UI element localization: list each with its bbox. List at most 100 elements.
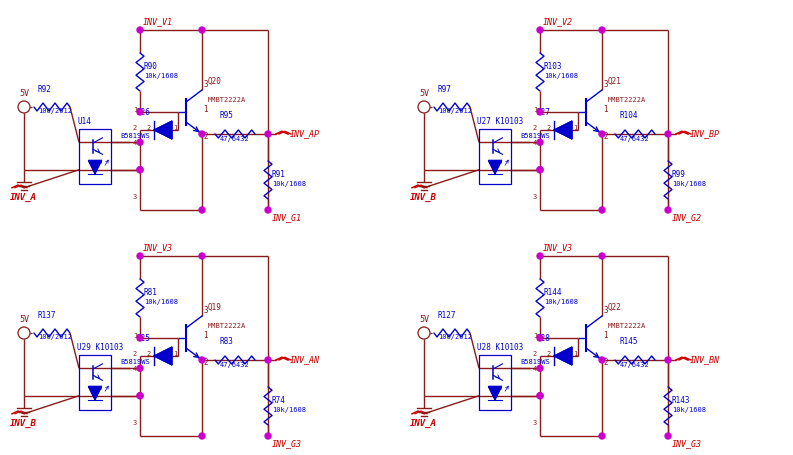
Circle shape	[199, 27, 205, 33]
Text: 2: 2	[533, 351, 537, 357]
Circle shape	[199, 433, 205, 439]
Text: INV_G3: INV_G3	[272, 439, 302, 448]
Text: INV_B: INV_B	[410, 193, 437, 202]
Text: INV_G3: INV_G3	[672, 439, 702, 448]
Text: 100/2012: 100/2012	[438, 334, 472, 340]
Text: B5819WS: B5819WS	[121, 133, 150, 139]
Text: U29 K10103: U29 K10103	[77, 344, 123, 353]
Text: 3: 3	[533, 194, 537, 200]
Text: B5819WS: B5819WS	[520, 359, 550, 365]
Circle shape	[665, 207, 671, 213]
Text: 10k/1608: 10k/1608	[544, 299, 578, 305]
Text: D26: D26	[136, 108, 150, 117]
Circle shape	[137, 139, 143, 145]
Text: 4: 4	[132, 366, 137, 372]
Text: R143: R143	[672, 396, 691, 405]
Circle shape	[137, 335, 143, 341]
Text: 10k/1608: 10k/1608	[144, 73, 178, 79]
Text: 5V: 5V	[19, 89, 29, 98]
Circle shape	[265, 131, 271, 137]
Polygon shape	[154, 347, 172, 365]
Circle shape	[599, 253, 605, 259]
Text: INV_G2: INV_G2	[672, 213, 702, 222]
Circle shape	[537, 167, 543, 173]
Text: R74: R74	[272, 396, 285, 405]
Text: D27: D27	[536, 108, 550, 117]
Text: INV_V3: INV_V3	[143, 243, 173, 252]
Text: 47/6432: 47/6432	[620, 136, 649, 142]
Text: 2: 2	[132, 351, 137, 357]
Circle shape	[199, 131, 205, 137]
Text: R104: R104	[620, 111, 638, 120]
Text: B5819WS: B5819WS	[121, 359, 150, 365]
Text: 2: 2	[203, 358, 208, 367]
Text: 2: 2	[147, 351, 151, 357]
Circle shape	[137, 109, 143, 115]
Text: R97: R97	[438, 85, 452, 94]
Text: R92: R92	[38, 85, 52, 94]
Text: 4: 4	[533, 140, 537, 146]
Text: R144: R144	[544, 288, 562, 297]
Text: 10k/1608: 10k/1608	[144, 299, 178, 305]
Circle shape	[599, 207, 605, 213]
Text: MMBT2222A: MMBT2222A	[208, 97, 247, 103]
Circle shape	[537, 393, 543, 399]
Text: R81: R81	[144, 288, 158, 297]
Text: 3: 3	[603, 80, 607, 89]
Polygon shape	[554, 347, 572, 365]
Text: 10k/1608: 10k/1608	[672, 181, 706, 187]
Polygon shape	[554, 121, 572, 139]
Text: MMBT2222A: MMBT2222A	[208, 323, 247, 329]
Text: Q22: Q22	[608, 303, 622, 312]
Circle shape	[599, 131, 605, 137]
Circle shape	[537, 393, 543, 399]
Circle shape	[137, 167, 143, 173]
Text: R145: R145	[620, 337, 638, 346]
Text: INV_A: INV_A	[410, 419, 437, 428]
Text: 1: 1	[203, 106, 208, 115]
Text: 47/6432: 47/6432	[220, 136, 250, 142]
Text: 3: 3	[203, 306, 208, 315]
Text: 2: 2	[203, 132, 208, 141]
Text: D28: D28	[536, 334, 550, 343]
Text: 1: 1	[132, 107, 137, 113]
Circle shape	[199, 253, 205, 259]
Circle shape	[537, 253, 543, 259]
Text: 3: 3	[203, 80, 208, 89]
Text: R95: R95	[220, 111, 234, 120]
Text: R137: R137	[38, 311, 56, 320]
Circle shape	[265, 207, 271, 213]
Text: 3: 3	[132, 420, 137, 426]
Text: 100/2012: 100/2012	[438, 108, 472, 114]
Circle shape	[137, 253, 143, 259]
Bar	[79, 128, 111, 183]
Text: 47/6432: 47/6432	[220, 362, 250, 368]
Polygon shape	[88, 386, 102, 399]
Text: INV_G1: INV_G1	[272, 213, 302, 222]
Text: 2: 2	[132, 125, 137, 131]
Text: INV_V2: INV_V2	[543, 17, 573, 26]
Text: R103: R103	[544, 62, 562, 71]
Text: R83: R83	[220, 337, 234, 346]
Text: Q21: Q21	[608, 77, 622, 86]
Text: 5V: 5V	[419, 89, 429, 98]
Polygon shape	[88, 161, 102, 174]
Text: 100/2012: 100/2012	[38, 108, 72, 114]
Text: INV_A: INV_A	[10, 193, 37, 202]
Text: 1: 1	[203, 332, 208, 340]
Text: 10k/1608: 10k/1608	[272, 181, 306, 187]
Text: INV_AN: INV_AN	[290, 355, 320, 364]
Text: INV_BP: INV_BP	[690, 130, 720, 138]
Text: 2: 2	[533, 125, 537, 131]
Text: 2: 2	[546, 125, 551, 131]
Text: 3: 3	[603, 306, 607, 315]
Circle shape	[599, 27, 605, 33]
Circle shape	[599, 433, 605, 439]
Text: 1: 1	[173, 351, 178, 357]
Circle shape	[537, 167, 543, 173]
Text: R90: R90	[144, 62, 158, 71]
Text: INV_B: INV_B	[10, 419, 37, 428]
Circle shape	[199, 357, 205, 363]
Text: 1: 1	[173, 125, 178, 131]
Text: Q19: Q19	[208, 303, 222, 312]
